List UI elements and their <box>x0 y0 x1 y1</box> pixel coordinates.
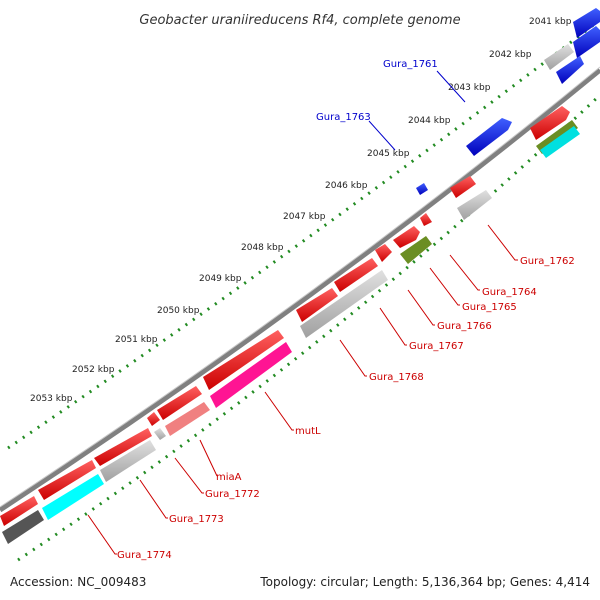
gene-arrow[interactable] <box>147 412 160 426</box>
kbp-tick-label: 2048 kbp <box>241 243 284 253</box>
kbp-tick-label: 2041 kbp <box>529 17 572 27</box>
gene-arrow[interactable] <box>0 496 38 526</box>
gene-label[interactable]: Gura_1772 <box>205 489 260 500</box>
gene-arrow[interactable] <box>416 183 428 195</box>
gene-label[interactable]: mutL <box>295 426 321 437</box>
gene-arrow[interactable] <box>296 288 338 322</box>
gene-arrow[interactable] <box>393 226 420 248</box>
gene-arrow[interactable] <box>42 474 104 520</box>
gene-label[interactable]: miaA <box>216 472 242 483</box>
kbp-tick-label: 2045 kbp <box>367 149 410 159</box>
kbp-tick-label: 2047 kbp <box>283 212 326 222</box>
gene-label[interactable]: Gura_1764 <box>482 287 537 298</box>
gene-arrow[interactable] <box>2 510 44 544</box>
gene-label[interactable]: Gura_1763 <box>316 112 371 123</box>
gene-arrow[interactable] <box>450 176 476 198</box>
gene-arrow[interactable] <box>210 342 292 408</box>
gene-arrow[interactable] <box>530 106 570 140</box>
genome-stats-text: Topology: circular; Length: 5,136,364 bp… <box>259 575 590 589</box>
gene-arrow[interactable] <box>573 26 600 58</box>
gene-arrow[interactable] <box>300 270 388 338</box>
gene-arrow[interactable] <box>94 428 152 466</box>
gene-label[interactable]: Gura_1773 <box>169 514 224 525</box>
kbp-tick-label: 2046 kbp <box>325 181 368 191</box>
kbp-tick-label: 2051 kbp <box>115 335 158 345</box>
gene-arrow[interactable] <box>203 330 284 390</box>
gene-arrow[interactable] <box>154 428 166 440</box>
gene-arrow[interactable] <box>540 126 580 158</box>
gene-arrow[interactable] <box>457 190 492 220</box>
forward-genes <box>0 8 600 526</box>
leader-lines <box>87 70 518 555</box>
gene-arrow[interactable] <box>400 236 432 264</box>
kbp-tick-label: 2052 kbp <box>72 365 115 375</box>
gene-label[interactable]: Gura_1767 <box>409 341 464 352</box>
gene-arrow[interactable] <box>375 244 392 262</box>
gene-arrow[interactable] <box>573 8 600 38</box>
kbp-tick-label: 2042 kbp <box>489 50 532 60</box>
gene-label[interactable]: Gura_1765 <box>462 302 517 313</box>
gene-label[interactable]: Gura_1761 <box>383 59 438 70</box>
gene-label[interactable]: Gura_1768 <box>369 372 424 383</box>
gene-arrow[interactable] <box>334 258 378 292</box>
kbp-tick-label: 2049 kbp <box>199 274 242 284</box>
genome-backbone <box>0 68 600 513</box>
kbp-tick-label: 2053 kbp <box>30 394 73 404</box>
kbp-tick-label: 2044 kbp <box>408 116 451 126</box>
map-title: Geobacter uraniireducens Rf4, complete g… <box>139 13 460 28</box>
gene-arrow[interactable] <box>556 56 584 84</box>
gene-label[interactable]: Gura_1774 <box>117 550 172 561</box>
gene-arrow[interactable] <box>38 460 96 500</box>
gene-arrow[interactable] <box>466 118 512 156</box>
kbp-tick-label: 2043 kbp <box>448 83 491 93</box>
gene-arrow[interactable] <box>544 44 574 70</box>
genome-backbone-highlight <box>0 66 600 508</box>
kbp-tick-labels: 2041 kbp 2042 kbp 2043 kbp 2044 kbp 2045 kbp… <box>30 17 572 404</box>
reverse-genes <box>2 106 580 544</box>
gene-arrow[interactable] <box>100 440 156 482</box>
gene-arrow[interactable] <box>420 213 432 226</box>
outer-tick-ring <box>7 18 600 450</box>
accession-text: Accession: NC_009483 <box>10 575 146 589</box>
gene-label[interactable]: Gura_1766 <box>437 321 492 332</box>
gene-labels: Gura_1761 Gura_1763 Gura_1762 Gura_1764 … <box>117 59 575 561</box>
kbp-tick-label: 2050 kbp <box>157 306 200 316</box>
gene-arrow[interactable] <box>165 402 210 436</box>
gene-label[interactable]: Gura_1762 <box>520 256 575 267</box>
gene-arrow[interactable] <box>157 386 202 420</box>
